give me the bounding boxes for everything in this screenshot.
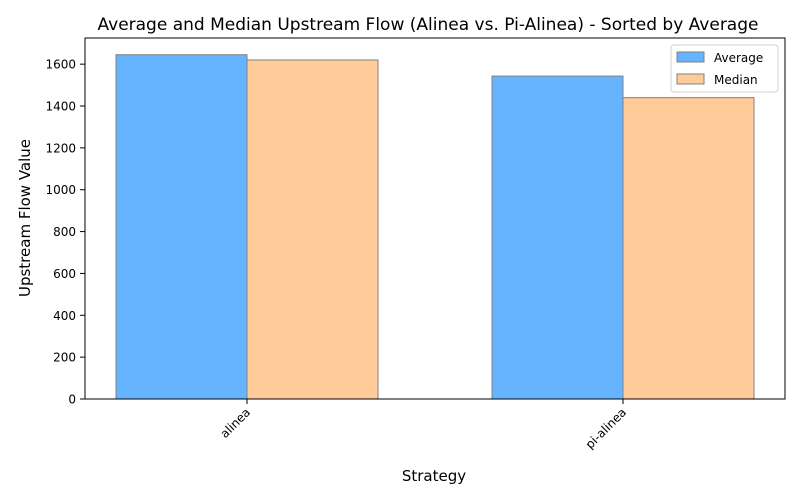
x-tick-label: alinea	[218, 405, 254, 441]
legend-label-average: Average	[714, 51, 763, 65]
y-tick-label: 1000	[45, 183, 76, 197]
y-tick-label: 0	[68, 393, 76, 407]
bar-average-pi-alinea	[491, 75, 624, 400]
legend: Average Median	[670, 44, 779, 93]
y-tick-label: 1400	[45, 100, 76, 114]
y-tick-label: 1600	[45, 58, 76, 72]
bar-median-pi-alinea	[622, 97, 755, 400]
y-tick-label: 1200	[45, 141, 76, 155]
bar-median-alinea	[246, 59, 379, 400]
x-tick-label: pi-alinea	[583, 405, 629, 451]
y-tick-label: 600	[53, 267, 76, 281]
legend-swatch-median	[676, 73, 705, 85]
y-tick-label: 400	[53, 309, 76, 323]
y-tick-label: 800	[53, 225, 76, 239]
legend-label-median: Median	[714, 73, 758, 87]
axes-frame	[84, 37, 786, 400]
y-axis-label: Upstream Flow Value	[16, 139, 34, 297]
plot-area: alinea pi-alinea 0 200 400 600 800 1000 1200 1400…	[45, 37, 786, 452]
y-tick-label: 200	[53, 351, 76, 365]
x-axis-label: Strategy	[402, 467, 466, 485]
chart-title: Average and Median Upstream Flow (Alinea…	[98, 15, 759, 35]
bar-average-alinea	[115, 54, 248, 400]
legend-swatch-average	[676, 51, 705, 63]
